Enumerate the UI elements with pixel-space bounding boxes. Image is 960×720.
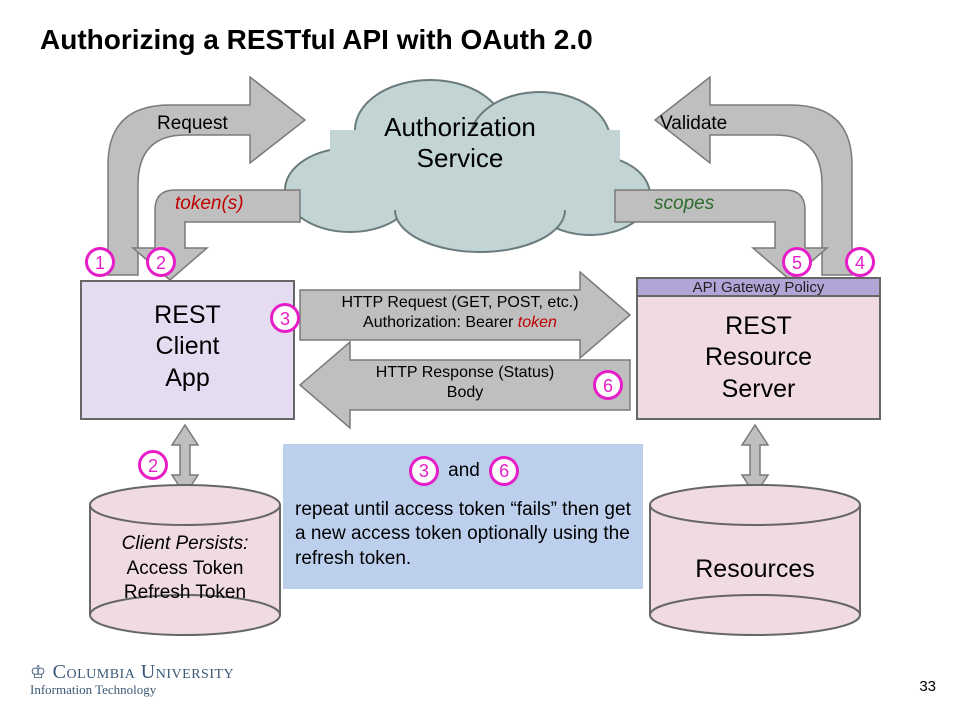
- step-1: 1: [85, 247, 115, 277]
- step-6-inline: 6: [489, 456, 519, 486]
- crown-icon: ♔: [30, 662, 47, 683]
- note-top: 3 and 6: [295, 456, 633, 488]
- step-2a: 2: [146, 247, 176, 277]
- request-label: Request: [157, 113, 228, 135]
- http-req-line1: HTTP Request (GET, POST, etc.): [320, 294, 600, 312]
- rest-client-box: REST Client App: [80, 280, 295, 420]
- api-gateway-label: API Gateway Policy: [636, 277, 881, 297]
- footer-logo: ♔Columbia University Information Technol…: [30, 661, 234, 698]
- rest-server-box: REST Resource Server: [636, 295, 881, 420]
- http-resp-line1: HTTP Response (Status): [340, 364, 590, 382]
- step-5: 5: [782, 247, 812, 277]
- step-3-inline: 3: [409, 456, 439, 486]
- request-arrow: [108, 77, 305, 275]
- page-number: 33: [919, 678, 936, 695]
- http-resp-line2: Body: [340, 384, 590, 402]
- tokens-label: token(s): [175, 193, 244, 215]
- note-box: 3 and 6 repeat until access token “fails…: [283, 444, 643, 589]
- step-2b: 2: [138, 450, 168, 480]
- cloud-label: Authorization Service: [300, 112, 620, 174]
- step-6: 6: [593, 370, 623, 400]
- step-3: 3: [270, 303, 300, 333]
- http-req-line2: Authorization: Bearer token: [320, 314, 600, 332]
- validate-label: Validate: [660, 113, 727, 135]
- scopes-label: scopes: [654, 193, 714, 215]
- client-cyl-text: Client Persists: Access Token Refresh To…: [90, 532, 280, 606]
- server-cyl-text: Resources: [650, 555, 860, 584]
- step-4: 4: [845, 247, 875, 277]
- note-body: repeat until access token “fails” then g…: [295, 498, 633, 571]
- page-title: Authorizing a RESTful API with OAuth 2.0: [40, 24, 593, 56]
- validate-arrow: [655, 77, 852, 275]
